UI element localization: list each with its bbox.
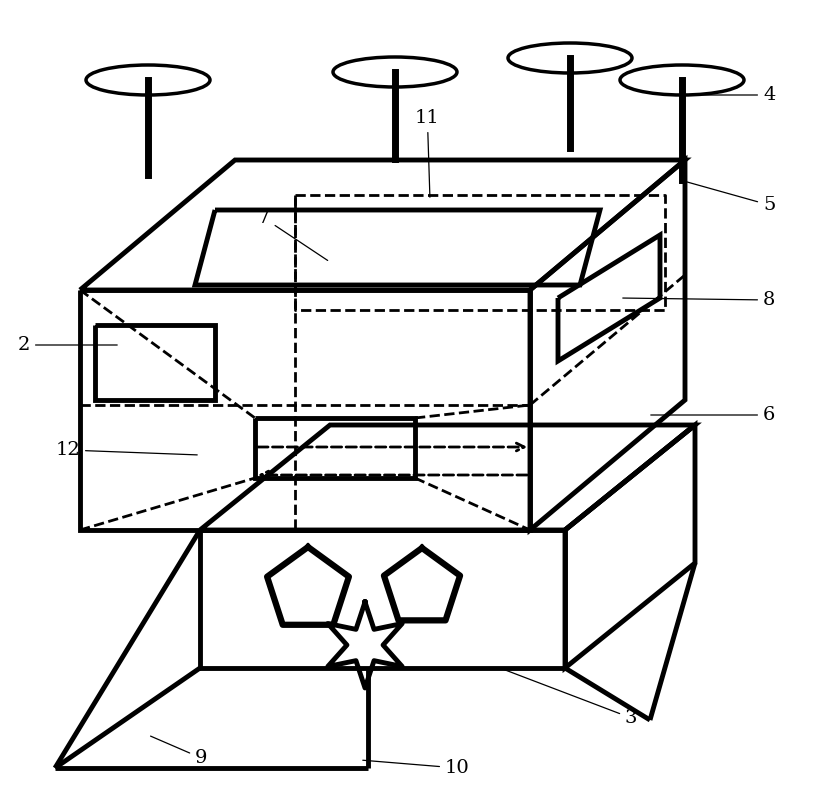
Text: 7: 7 (258, 209, 328, 260)
Text: 2: 2 (17, 336, 117, 354)
Text: 5: 5 (682, 181, 776, 214)
Text: 6: 6 (651, 406, 776, 424)
Text: 8: 8 (623, 291, 776, 309)
Text: 11: 11 (415, 109, 439, 197)
Text: 4: 4 (685, 86, 776, 104)
Text: 3: 3 (502, 669, 638, 727)
Text: 10: 10 (363, 759, 470, 777)
Text: 9: 9 (150, 736, 207, 767)
Text: 12: 12 (55, 441, 197, 459)
